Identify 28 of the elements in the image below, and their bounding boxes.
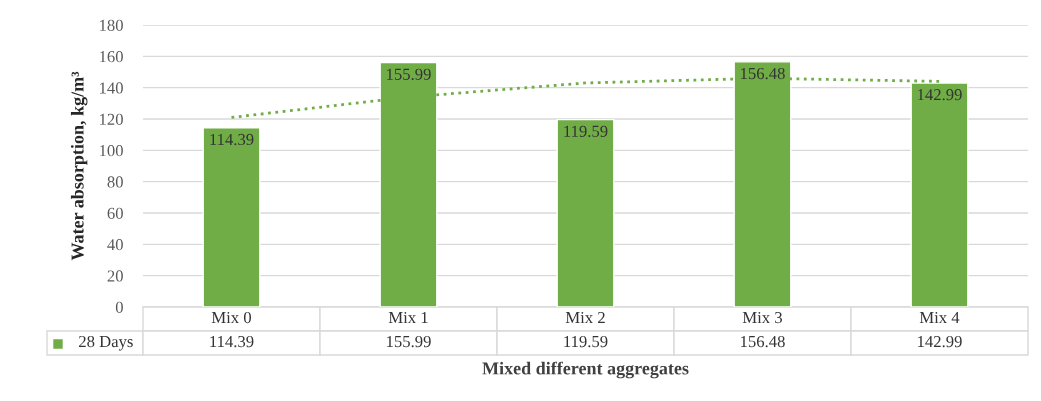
- y-tick-label: 160: [100, 51, 123, 63]
- data-label: 155.99: [387, 335, 431, 348]
- y-tick-label: 140: [100, 82, 123, 94]
- legend-label: 28 Days: [79, 335, 133, 351]
- text: 156.48: [741, 67, 785, 80]
- y-tick-label: 80: [107, 176, 123, 188]
- y-tick-label: 40: [107, 239, 123, 251]
- text: 114.39: [210, 133, 254, 146]
- text: 119.59: [564, 125, 608, 137]
- y-tick-label: 100: [100, 145, 123, 157]
- text: 142.99: [918, 89, 962, 101]
- data-label: 156.48: [741, 335, 785, 348]
- x-tick-label: Mix 3: [742, 311, 782, 324]
- x-tick-label: Mix 0: [211, 311, 252, 324]
- text: 155.99: [387, 68, 431, 80]
- x-tick-label: Mix 1: [388, 311, 428, 324]
- x-axis-title: Mixed different aggregates: [482, 361, 689, 379]
- data-label: 142.99: [918, 335, 962, 348]
- y-axis-title: Water absorption, kg/m³: [70, 71, 88, 261]
- y-tick-label: 60: [107, 207, 123, 219]
- data-label: 114.39: [210, 335, 254, 348]
- y-tick-label: 120: [100, 113, 123, 125]
- x-tick-label: Mix 4: [919, 311, 960, 324]
- y-tick-label: 20: [107, 270, 123, 282]
- y-tick-label: 180: [100, 19, 123, 31]
- y-tick-label: 0: [115, 301, 123, 313]
- data-label: 119.59: [564, 335, 608, 348]
- x-tick-label: Mix 2: [565, 311, 605, 324]
